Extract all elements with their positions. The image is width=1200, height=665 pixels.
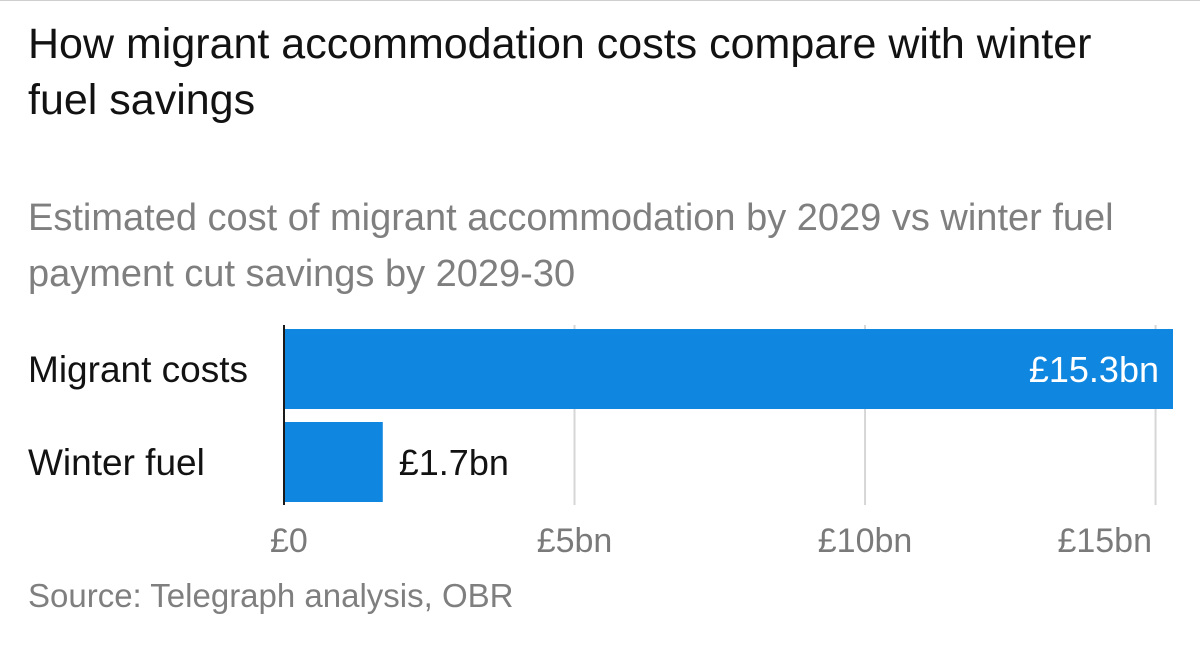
category-label-0: Migrant costs	[28, 349, 248, 390]
source-note: Source: Telegraph analysis, OBR	[28, 577, 514, 614]
tick-label-0: £0	[270, 522, 308, 560]
tick-label-2: £10bn	[818, 522, 913, 560]
top-rule	[0, 0, 1200, 1]
value-label-0: £15.3bn	[1029, 349, 1159, 390]
chart-subtitle: Estimated cost of migrant accommodation …	[28, 197, 1114, 295]
bar-1	[284, 422, 383, 502]
bar-0	[284, 329, 1173, 409]
category-label-1: Winter fuel	[28, 442, 205, 483]
tick-label-3: £15bn	[1057, 522, 1152, 560]
tick-label-1: £5bn	[537, 522, 613, 560]
value-label-1: £1.7bn	[399, 442, 509, 483]
chart-title: How migrant accommodation costs compare …	[28, 20, 1092, 124]
